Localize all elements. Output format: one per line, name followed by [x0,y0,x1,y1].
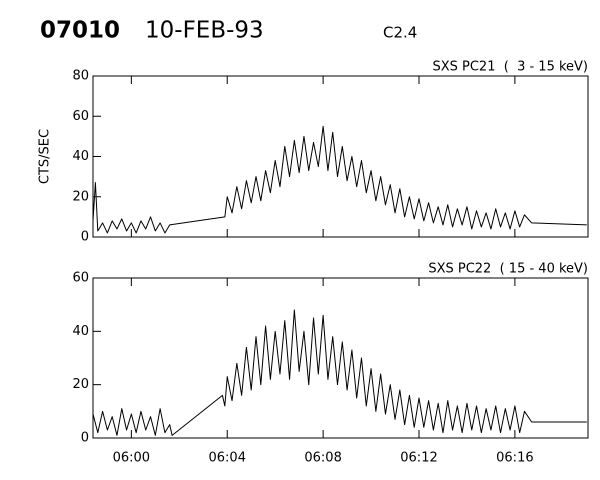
x-tick-label: 06:16 [496,451,533,466]
record-id: 07010 [40,18,120,44]
y-tick-label: 40 [72,324,89,339]
x-tick-label: 06:04 [209,451,246,466]
flare-class: C2.4 [383,24,417,42]
panel-title: SXS PC21 ( 3 - 15 keV) [432,60,588,75]
x-tick-label: 06:12 [400,451,437,466]
plot-frame [92,277,589,439]
data-line [92,309,587,436]
y-tick-label: 0 [81,230,89,245]
y-tick-label: 20 [72,377,89,392]
data-line [92,125,587,234]
date: 10-FEB-93 [145,18,264,44]
y-axis-label: CTS/SEC [38,129,53,184]
panel-title: SXS PC22 ( 15 - 40 keV) [428,262,588,277]
y-tick-label: 80 [72,69,89,84]
x-tick-label: 06:08 [304,451,341,466]
y-tick-label: 60 [72,271,89,286]
y-tick-label: 20 [72,189,89,204]
y-tick-label: 40 [72,149,89,164]
y-tick-label: 60 [72,109,89,124]
y-tick-label: 0 [81,431,89,446]
x-tick-label: 06:00 [113,451,150,466]
